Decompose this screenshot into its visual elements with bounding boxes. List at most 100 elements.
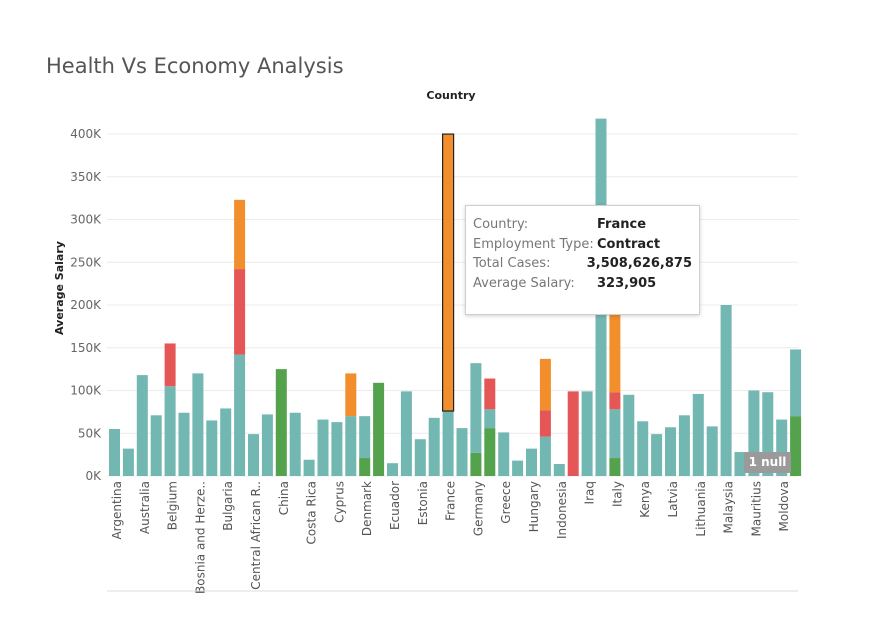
y-axis-ticks: 0K 50K 100K 150K 200K 250K 300K 350K 400K bbox=[70, 127, 102, 483]
bar-segment-full-time[interactable] bbox=[623, 394, 635, 476]
null-indicator-badge[interactable]: 1 null bbox=[744, 452, 791, 473]
bar-segment-full-time[interactable] bbox=[762, 392, 774, 476]
bar-segment-highlighted[interactable] bbox=[442, 133, 455, 412]
x-tick-label: Belgium bbox=[166, 481, 180, 530]
bar-segment-full-time[interactable] bbox=[498, 432, 510, 476]
chart-title: Health Vs Economy Analysis bbox=[46, 54, 344, 78]
bar-segment-full-time[interactable] bbox=[678, 415, 690, 476]
bar-segment-full-time[interactable] bbox=[164, 386, 176, 476]
bar-segment-full-time[interactable] bbox=[581, 391, 593, 476]
bar-segment-part-time[interactable] bbox=[539, 410, 551, 437]
bar-segment-full-time[interactable] bbox=[748, 390, 760, 477]
bar-segment-full-time[interactable] bbox=[122, 448, 134, 476]
bar-segment-freelance[interactable] bbox=[359, 458, 371, 476]
bar-segment-full-time[interactable] bbox=[150, 415, 162, 476]
bar-segment-full-time[interactable] bbox=[345, 416, 357, 476]
bar-segment-freelance[interactable] bbox=[470, 452, 482, 476]
bar-segment-full-time[interactable] bbox=[553, 464, 565, 476]
bar-segment-full-time[interactable] bbox=[331, 422, 343, 476]
bar-segment-full-time[interactable] bbox=[261, 414, 273, 476]
x-tick-label: Central African R.. bbox=[249, 481, 263, 590]
y-tick-label: 0K bbox=[85, 469, 102, 483]
bar-segment-part-time[interactable] bbox=[164, 343, 176, 387]
y-axis-title: Average Salary bbox=[53, 241, 66, 335]
bar-segment-full-time[interactable] bbox=[234, 354, 246, 476]
tooltip-country-label: Country: bbox=[473, 217, 529, 232]
bar-segment-full-time[interactable] bbox=[109, 428, 120, 476]
bar-segment-full-time[interactable] bbox=[192, 373, 204, 476]
tooltip-row-total-cases: Total Cases: 3,508,626,875 bbox=[473, 254, 692, 274]
x-axis-title: Country bbox=[426, 89, 475, 102]
bar-segment-full-time[interactable] bbox=[303, 459, 315, 476]
bar-segment-full-time[interactable] bbox=[470, 363, 482, 453]
bar-segment-full-time[interactable] bbox=[220, 408, 232, 476]
y-tick-label: 400K bbox=[70, 127, 102, 141]
bar-segment-full-time[interactable] bbox=[665, 427, 676, 476]
bar-segment-full-time[interactable] bbox=[776, 419, 788, 476]
y-tick-label: 350K bbox=[70, 170, 102, 184]
bar-segment-full-time[interactable] bbox=[442, 411, 454, 476]
bar-segment-full-time[interactable] bbox=[136, 375, 148, 476]
bar-segment-full-time[interactable] bbox=[706, 426, 718, 476]
bar-segment-full-time[interactable] bbox=[400, 391, 412, 476]
bar-segment-full-time[interactable] bbox=[484, 409, 496, 429]
x-tick-label: Kenya bbox=[638, 481, 652, 518]
bar-segment-full-time[interactable] bbox=[387, 463, 398, 476]
x-axis-ticks: Argentina Australia Belgium Bosnia and Herz… bbox=[110, 481, 791, 594]
bar-segment-freelance[interactable] bbox=[790, 416, 802, 476]
bar-segment-full-time[interactable] bbox=[512, 460, 524, 476]
tooltip: Country: France Employment Type: Contrac… bbox=[465, 205, 700, 315]
x-tick-label: Denmark bbox=[360, 481, 374, 536]
bar-segment-full-time[interactable] bbox=[178, 412, 190, 476]
bar-segment-part-time[interactable] bbox=[609, 392, 621, 410]
bar-segment-part-time[interactable] bbox=[567, 391, 579, 476]
bar-segment-freelance[interactable] bbox=[373, 382, 385, 476]
x-tick-label: Argentina bbox=[110, 481, 124, 540]
bar-segment-full-time[interactable] bbox=[289, 412, 301, 476]
tooltip-employment-type-label: Employment Type: bbox=[473, 236, 594, 252]
bar-segment-freelance[interactable] bbox=[609, 458, 621, 476]
y-tick-label: 150K bbox=[70, 341, 102, 355]
bar-segment-full-time[interactable] bbox=[317, 419, 329, 476]
bar-segment-full-time[interactable] bbox=[720, 305, 732, 476]
tooltip-average-salary-value: 323,905 bbox=[597, 275, 657, 291]
bar-segment-full-time[interactable] bbox=[651, 434, 663, 476]
bar-segment-contract[interactable] bbox=[234, 199, 246, 270]
x-tick-label: Australia bbox=[138, 481, 152, 534]
x-tick-label: Costa Rica bbox=[305, 481, 319, 544]
tooltip-row-average-salary: Average Salary: 323,905 bbox=[473, 274, 692, 294]
bar-segment-contract[interactable] bbox=[609, 312, 621, 393]
bar-segment-full-time[interactable] bbox=[414, 439, 426, 476]
x-tick-label: China bbox=[277, 481, 291, 515]
bar-segment-full-time[interactable] bbox=[428, 417, 440, 476]
y-tick-label: 250K bbox=[70, 255, 102, 269]
bar-segment-full-time[interactable] bbox=[790, 349, 802, 417]
bar-segment-part-time[interactable] bbox=[484, 378, 496, 410]
bar-segment-part-time[interactable] bbox=[234, 269, 246, 355]
x-tick-label: Indonesia bbox=[555, 481, 569, 539]
bar-segment-contract[interactable] bbox=[345, 373, 357, 417]
x-tick-label: Hungary bbox=[527, 481, 541, 532]
x-tick-label: Italy bbox=[610, 481, 624, 507]
bar-segment-full-time[interactable] bbox=[609, 409, 621, 459]
x-tick-label: Latvia bbox=[666, 481, 680, 518]
bar-segment-contract[interactable] bbox=[539, 358, 551, 411]
bar-segment-full-time[interactable] bbox=[206, 420, 218, 476]
bar-segment-full-time[interactable] bbox=[526, 448, 537, 476]
bar-segment-full-time[interactable] bbox=[248, 434, 259, 476]
bar-segment-full-time[interactable] bbox=[692, 393, 704, 476]
x-tick-label: Iraq bbox=[583, 481, 597, 504]
bar-segment-full-time[interactable] bbox=[637, 421, 649, 476]
bar-segment-full-time[interactable] bbox=[359, 416, 371, 459]
x-tick-label: Bulgaria bbox=[221, 481, 235, 531]
bar-segment-freelance[interactable] bbox=[484, 428, 496, 476]
bar-segment-freelance[interactable] bbox=[275, 369, 287, 476]
x-tick-label: Germany bbox=[471, 481, 485, 536]
bar-segment-full-time[interactable] bbox=[734, 452, 746, 476]
bar-segment-full-time[interactable] bbox=[456, 428, 468, 476]
x-tick-label: Greece bbox=[499, 481, 513, 524]
tooltip-average-salary-label: Average Salary: bbox=[473, 275, 575, 291]
tooltip-total-cases-label: Total Cases: bbox=[473, 256, 551, 271]
bar-segment-full-time[interactable] bbox=[539, 436, 551, 476]
